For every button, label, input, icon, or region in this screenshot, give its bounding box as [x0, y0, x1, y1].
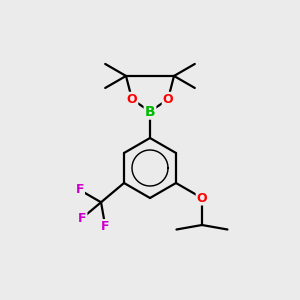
Text: F: F: [101, 220, 110, 233]
Text: O: O: [163, 93, 173, 106]
Text: F: F: [76, 184, 84, 196]
Text: B: B: [145, 105, 155, 118]
Text: F: F: [78, 212, 86, 225]
Text: O: O: [196, 191, 207, 205]
Text: O: O: [127, 93, 137, 106]
